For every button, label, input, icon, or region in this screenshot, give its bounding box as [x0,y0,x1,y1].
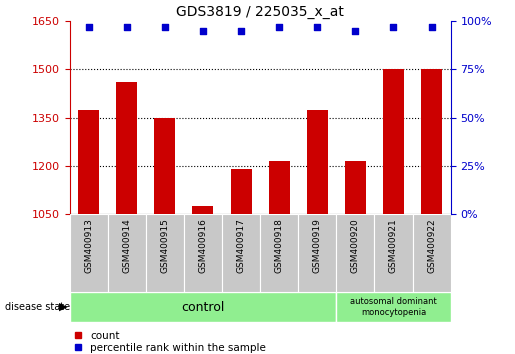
Bar [413,214,451,292]
Point [84,24,93,30]
Text: GSM400922: GSM400922 [427,218,436,273]
Point [351,28,359,34]
Bar [374,214,413,292]
Bar [146,214,184,292]
Point [237,28,245,34]
Text: GSM400915: GSM400915 [160,218,169,273]
Bar [193,206,213,214]
Text: GSM400920: GSM400920 [351,218,360,273]
Text: GSM400917: GSM400917 [236,218,246,273]
Bar [345,161,366,214]
Bar [298,214,336,292]
Text: GSM400916: GSM400916 [198,218,208,273]
Bar [336,214,374,292]
Text: GSM400914: GSM400914 [122,218,131,273]
Title: GDS3819 / 225035_x_at: GDS3819 / 225035_x_at [176,5,344,19]
Point [427,24,436,30]
Bar [269,161,289,214]
Bar [116,82,137,214]
Point [161,24,169,30]
Bar [70,292,336,322]
Point [389,24,398,30]
Bar [78,110,99,214]
Text: autosomal dominant
monocytopenia: autosomal dominant monocytopenia [350,297,437,317]
Text: GSM400919: GSM400919 [313,218,322,273]
Bar [154,118,175,214]
Text: ▶: ▶ [59,302,68,312]
Point [199,28,207,34]
Bar [231,169,251,214]
Bar [108,214,146,292]
Text: GSM400913: GSM400913 [84,218,93,273]
Bar [307,110,328,214]
Text: GSM400918: GSM400918 [274,218,284,273]
Bar [70,214,108,292]
Text: control: control [181,301,225,314]
Legend: count, percentile rank within the sample: count, percentile rank within the sample [75,331,266,353]
Bar [336,292,451,322]
Text: disease state: disease state [5,302,70,312]
Bar [421,69,442,214]
Point [313,24,321,30]
Text: GSM400921: GSM400921 [389,218,398,273]
Point [123,24,131,30]
Bar [383,69,404,214]
Bar [184,214,222,292]
Bar [260,214,298,292]
Point [275,24,283,30]
Bar [222,214,260,292]
